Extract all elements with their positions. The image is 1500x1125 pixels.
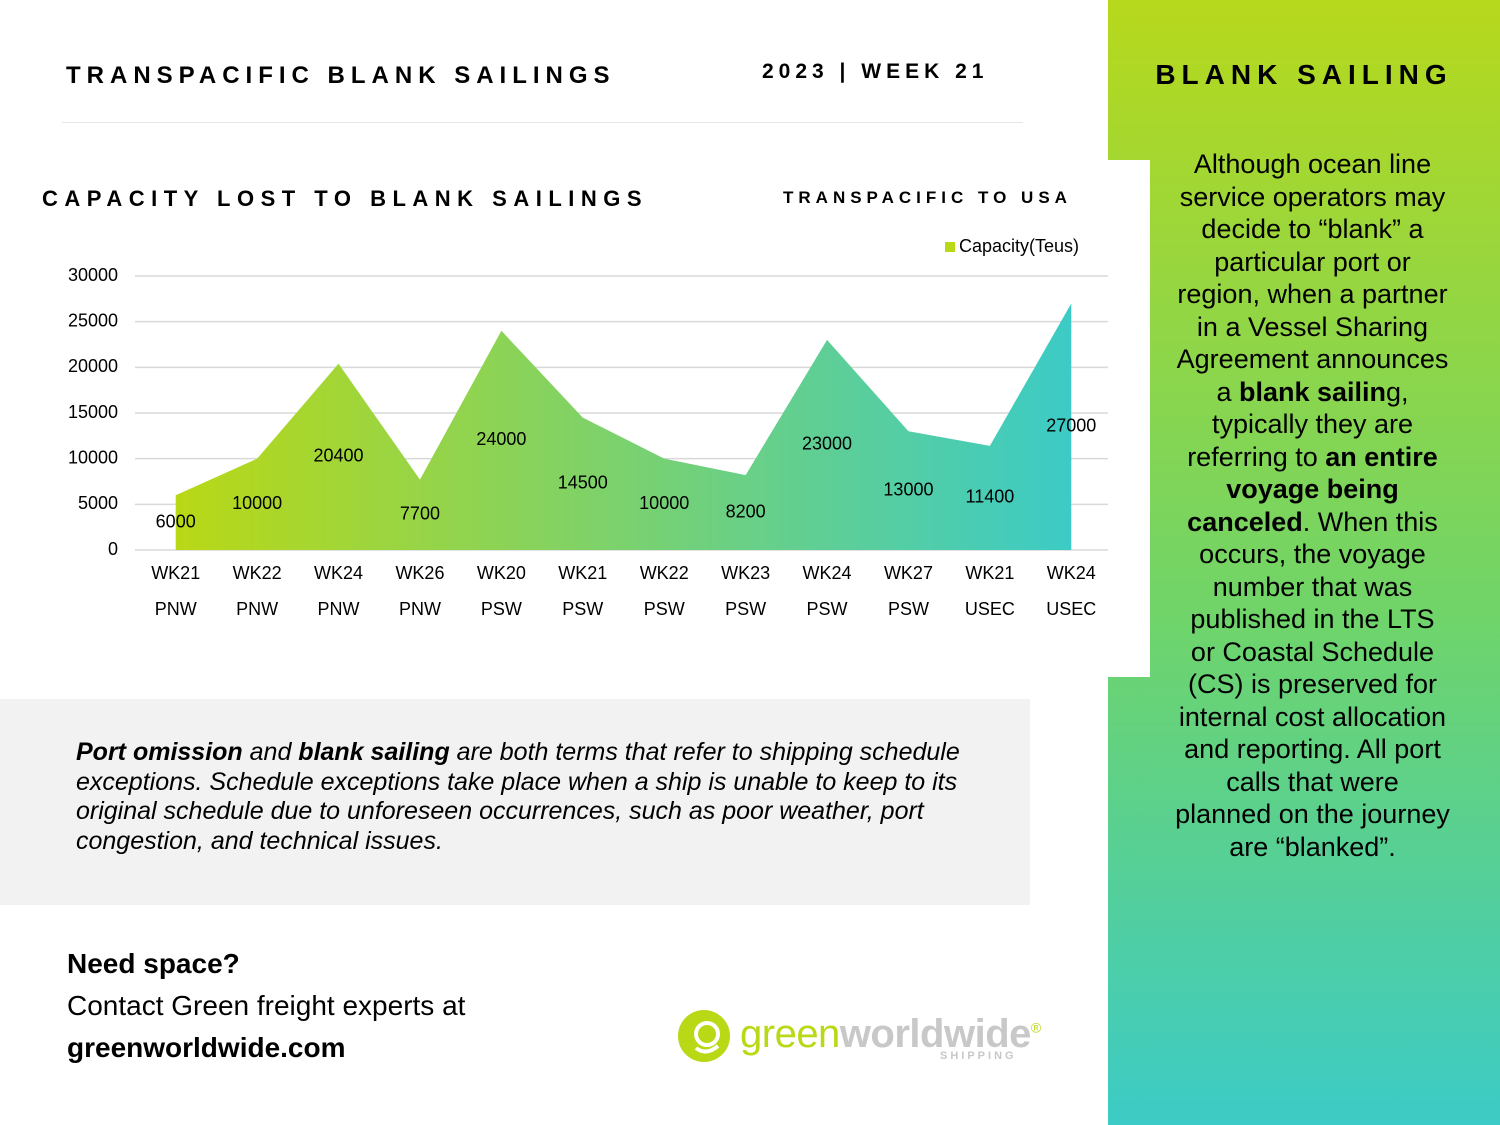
contact-line: Contact Green freight experts at — [67, 990, 466, 1021]
data-label: 14500 — [558, 473, 608, 493]
x-tick-label: WK24 PNW — [314, 563, 364, 619]
text-run: . When this occurs, the voyage number th… — [1175, 506, 1450, 862]
header-title: TRANSPACIFIC BLANK SAILINGS — [66, 62, 616, 89]
y-tick-label: 20000 — [68, 356, 118, 376]
x-tick-label: WK23 PSW — [721, 563, 771, 619]
text-run: blank sailin — [1238, 376, 1387, 407]
logo-mark: ® — [1030, 1019, 1041, 1036]
logo-part: green — [740, 1012, 840, 1056]
text-run: g, typically they are referring to — [1187, 376, 1414, 472]
y-tick-label: 30000 — [68, 265, 118, 285]
x-tick-label: WK21 PSW — [558, 563, 608, 619]
y-tick-label: 5000 — [78, 493, 118, 513]
text-run: Port omission — [76, 738, 243, 766]
sidebar-body: Although ocean line service operators ma… — [1175, 148, 1450, 863]
logo-icon — [678, 1010, 730, 1062]
chart-subtitle: TRANSPACIFIC TO USA — [783, 188, 1072, 207]
x-tick-label: WK22 PNW — [232, 563, 282, 619]
text-run: Although ocean line service operators ma… — [1176, 149, 1449, 407]
logo-text: greenworldwide® — [740, 1012, 1041, 1057]
text-run: blank sailing — [298, 738, 450, 766]
header-week: 2023 | WEEK 21 — [762, 60, 989, 83]
x-axis-labels: WK21 PNW WK22 PNW WK24 PNW WK26 PNW WK20 PSW… — [0, 555, 1108, 635]
y-tick-label: 15000 — [68, 402, 118, 422]
x-tick-label: WK21 USEC — [964, 563, 1015, 619]
y-tick-label: 0 — [108, 539, 118, 559]
x-tick-label: WK22 PSW — [639, 563, 689, 619]
data-label: 10000 — [232, 493, 282, 513]
y-tick-label: 10000 — [68, 447, 118, 467]
text-run: an entire voyage being canceled — [1187, 441, 1438, 537]
x-tick-label: WK27 PSW — [883, 563, 933, 619]
data-label: 23000 — [802, 434, 852, 454]
chart: 0 5000 10000 15000 20000 25000 30000 6000 10000 2… — [68, 236, 1108, 559]
text-run: and — [242, 738, 299, 766]
data-label: 10000 — [639, 493, 689, 513]
text-run: are both terms that refer to shipping sc… — [76, 738, 960, 855]
info-text: Port omission and blank sailing are both… — [76, 738, 976, 856]
chart-title: CAPACITY LOST TO BLANK SAILINGS — [42, 186, 649, 211]
data-label: 13000 — [883, 479, 933, 499]
contact-heading: Need space? — [67, 948, 240, 979]
data-label: 24000 — [476, 429, 526, 449]
data-label: 8200 — [726, 501, 766, 521]
data-label: 20400 — [314, 446, 364, 466]
x-tick-label: WK26 PNW — [395, 563, 445, 619]
sidebar-notch — [1108, 160, 1150, 677]
logo-tagline: SHIPPING — [940, 1050, 1017, 1062]
y-tick-label: 25000 — [68, 310, 118, 330]
info-box — [0, 699, 1030, 905]
divider — [62, 122, 1023, 123]
sidebar-title: BLANK SAILING — [1155, 59, 1453, 90]
area — [175, 303, 1072, 550]
x-tick-label: WK20 PSW — [476, 563, 526, 619]
x-tick-label: WK24 PSW — [802, 563, 852, 619]
data-label: 6000 — [156, 511, 196, 531]
legend-label: Capacity(Teus) — [959, 236, 1079, 256]
data-label: 11400 — [966, 487, 1015, 507]
contact-website[interactable]: greenworldwide.com — [67, 1032, 346, 1063]
data-label: 27000 — [1046, 415, 1096, 435]
logo-part: worldwide — [839, 1012, 1032, 1056]
data-label: 7700 — [400, 504, 440, 524]
legend-swatch — [945, 242, 955, 252]
sidebar — [1108, 0, 1500, 1125]
x-tick-label: WK21 PNW — [151, 563, 201, 619]
x-tick-label: WK24 USEC — [1046, 563, 1097, 619]
